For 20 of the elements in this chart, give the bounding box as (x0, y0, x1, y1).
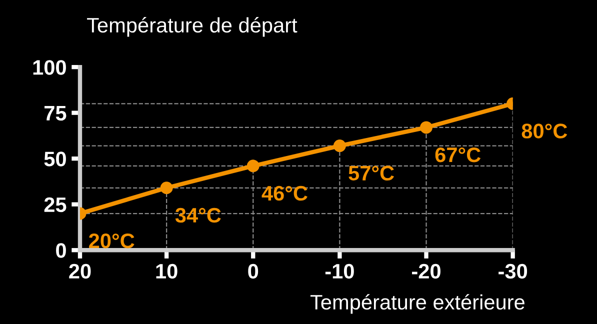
chart-title: Température de départ (87, 17, 298, 37)
y-tick-label: 100 (33, 60, 66, 75)
x-tick-label: -20 (412, 264, 440, 279)
data-label: 80°C (522, 124, 568, 138)
x-tick-label: -10 (325, 264, 354, 279)
point (246, 160, 260, 172)
x-axis-title: Température extérieure (310, 294, 524, 314)
y-tick-label: 50 (44, 152, 66, 166)
y-tick-label: 25 (44, 197, 66, 212)
x-tick-label: -30 (498, 264, 528, 279)
point (333, 140, 346, 152)
x-tick-label: 0 (248, 264, 258, 279)
data-label: 57°C (348, 166, 394, 181)
y-tick-label: 0 (56, 243, 66, 258)
x-tick-label: 10 (156, 264, 178, 279)
data-label: 46°C (262, 186, 308, 201)
data-label: 20°C (89, 234, 134, 248)
y-tick-label: 75 (44, 106, 66, 121)
x-tick-label: 20 (69, 264, 91, 279)
data-label: 67°C (435, 147, 481, 162)
